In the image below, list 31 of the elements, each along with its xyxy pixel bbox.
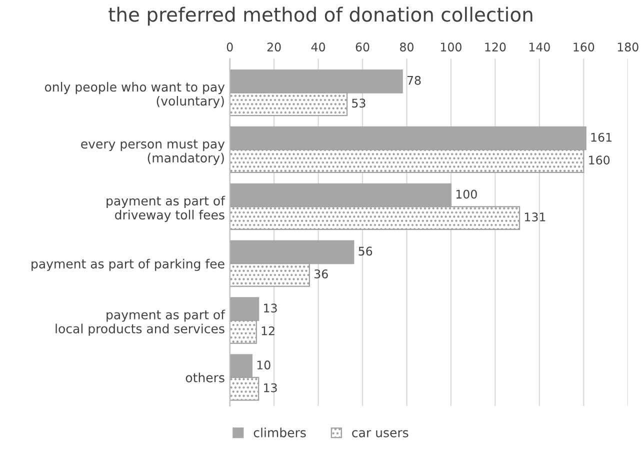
x-tick-label: 180 bbox=[618, 42, 638, 52]
data-label: 53 bbox=[352, 98, 366, 108]
x-tick-label: 140 bbox=[529, 42, 550, 52]
x-tick-label: 40 bbox=[311, 42, 326, 52]
data-label: 78 bbox=[407, 76, 421, 85]
x-tick-label: 100 bbox=[441, 42, 462, 52]
y-tick-label: payment as part of driveway toll fees bbox=[106, 196, 226, 222]
legend-label: car users bbox=[352, 430, 408, 438]
y-tick-label: payment as part of local products and services bbox=[56, 310, 226, 336]
data-label: 12 bbox=[262, 326, 274, 336]
x-tick-label: 120 bbox=[485, 42, 506, 52]
x-tick-label: 60 bbox=[356, 42, 370, 52]
x-tick-label: 0 bbox=[226, 42, 233, 52]
data-label: 36 bbox=[314, 269, 328, 278]
x-tick-label: 20 bbox=[267, 42, 281, 52]
chart-title: the preferred method of donation collection bbox=[108, 6, 532, 26]
data-label: 161 bbox=[591, 132, 612, 142]
x-tick-label: 160 bbox=[574, 42, 594, 52]
y-tick-label: only people who want to pay (voluntary) bbox=[44, 82, 225, 108]
y-tick-label: every person must pay (mandatory) bbox=[81, 140, 225, 166]
data-label: 10 bbox=[257, 360, 270, 370]
data-label: 13 bbox=[264, 383, 277, 392]
data-label: 56 bbox=[358, 246, 372, 256]
data-label: 13 bbox=[264, 304, 277, 313]
x-tick-label: 80 bbox=[400, 42, 414, 52]
data-label: 131 bbox=[524, 212, 546, 222]
y-tick-label: payment as part of parking fee bbox=[32, 258, 224, 271]
data-label: 100 bbox=[456, 190, 477, 199]
legend-label: climbers bbox=[254, 428, 306, 438]
y-tick-label: others bbox=[186, 372, 224, 382]
data-label: 160 bbox=[589, 156, 610, 165]
